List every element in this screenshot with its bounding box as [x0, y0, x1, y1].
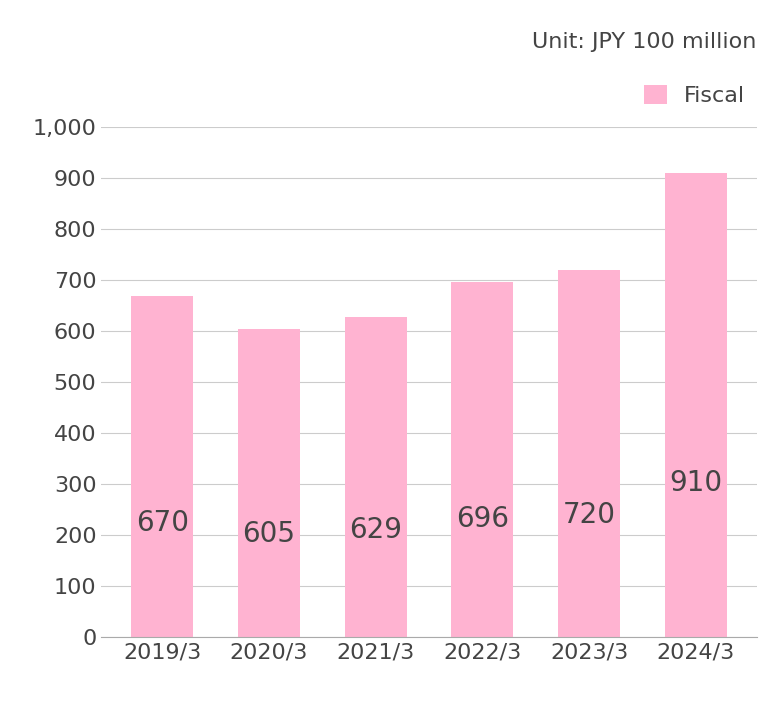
Text: 696: 696	[456, 505, 509, 533]
Bar	[452, 282, 513, 637]
Bar	[131, 296, 193, 637]
Bar	[558, 270, 620, 637]
Text: 605: 605	[243, 520, 296, 549]
Text: 670: 670	[136, 509, 189, 537]
Text: 629: 629	[349, 516, 402, 544]
Text: 720: 720	[562, 501, 615, 529]
Bar	[665, 173, 727, 637]
Bar	[238, 329, 300, 637]
Text: Unit: JPY 100 million: Unit: JPY 100 million	[532, 32, 757, 52]
Text: 910: 910	[669, 469, 722, 496]
Legend: Fiscal: Fiscal	[644, 86, 746, 106]
Bar	[345, 316, 406, 637]
